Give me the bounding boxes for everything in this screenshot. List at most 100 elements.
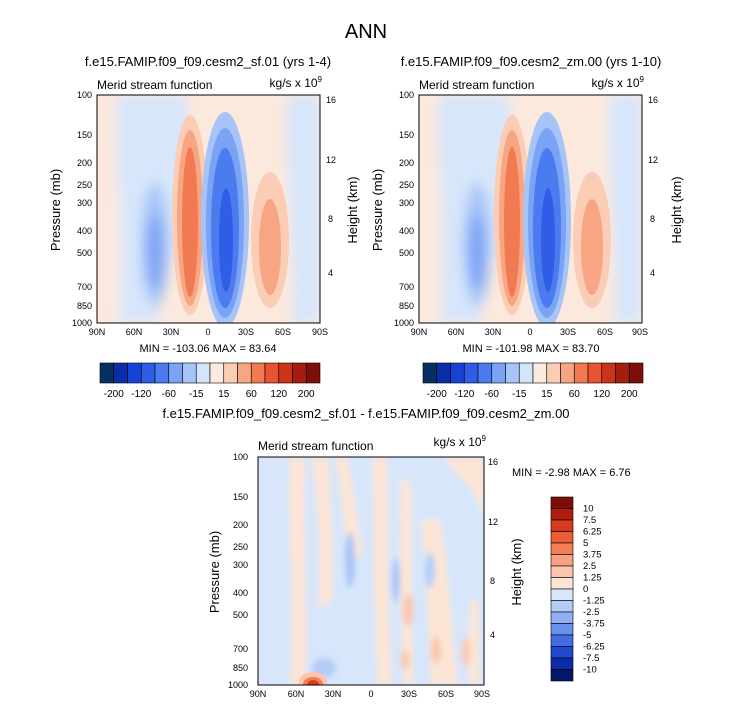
colorbar-c-swatch bbox=[550, 588, 574, 601]
colorbar-b-label: 15 bbox=[541, 389, 553, 400]
colorbar-a-swatch bbox=[168, 362, 183, 384]
colorbar-c-label: 1.25 bbox=[583, 573, 602, 584]
panel-a-cell-south bbox=[251, 172, 289, 308]
panel-b-xtick: 30S bbox=[560, 327, 576, 337]
colorbar-c-label: 0 bbox=[583, 584, 588, 595]
panel-c-y-ticks-right: 16 12 8 4 bbox=[488, 457, 498, 640]
panel-b-ylabel: Pressure (mb) bbox=[370, 169, 385, 251]
colorbar-c-swatch bbox=[550, 600, 574, 613]
panel-c-xtick: 90N bbox=[250, 689, 267, 699]
panel-a-ytick: 850 bbox=[77, 301, 92, 311]
panel-c-ylabel-right: Height (km) bbox=[509, 538, 524, 605]
colorbar-b-swatch bbox=[587, 362, 603, 384]
panel-b-ytick: 500 bbox=[399, 248, 414, 258]
panel-b-xtick: 60N bbox=[448, 327, 465, 337]
panel-b-frame bbox=[418, 94, 643, 324]
colorbar-b-label: -60 bbox=[485, 389, 500, 400]
panel-b-xtick: 30N bbox=[485, 327, 502, 337]
colorbar-a-swatch bbox=[223, 362, 238, 384]
colorbar-c-swatch bbox=[550, 634, 574, 647]
panel-b: f.e15.FAMIP.f09_f09.cesm2_zm.00 (yrs 1-1… bbox=[370, 54, 684, 355]
panel-a-x-ticks: 90N 60N 30N 0 30S 60S 90S bbox=[89, 327, 328, 337]
panel-b-ytick: 400 bbox=[399, 226, 414, 236]
panel-b-stats: MIN = -101.98 MAX = 83.70 bbox=[463, 343, 600, 355]
panel-b-ytick-right: 4 bbox=[650, 268, 655, 278]
panel-c-ytick: 700 bbox=[233, 644, 248, 654]
panel-c-y-ticks: 100 150 200 250 300 400 500 700 850 1000 bbox=[228, 452, 248, 690]
colorbar-c-label: 7.5 bbox=[583, 515, 596, 526]
panel-c-xtick: 90S bbox=[474, 689, 490, 699]
colorbar-c-label: -1.25 bbox=[583, 596, 605, 607]
colorbar-b-swatch bbox=[615, 362, 630, 384]
colorbar-a-swatch bbox=[99, 362, 115, 384]
colorbar-c-label: 5 bbox=[583, 538, 588, 549]
panel-a-ytick: 250 bbox=[77, 180, 92, 190]
colorbar-b-label: 200 bbox=[621, 389, 638, 400]
panel-b-xtick: 90N bbox=[411, 327, 428, 337]
colorbar-c-swatch bbox=[550, 623, 574, 636]
colorbar-c-label: -3.75 bbox=[583, 619, 605, 630]
panel-b-cell-south bbox=[573, 172, 611, 308]
panel-a-ytick-right: 8 bbox=[328, 214, 333, 224]
panel-b-xtick: 90S bbox=[632, 327, 648, 337]
colorbar-c-swatch bbox=[550, 554, 574, 567]
panel-b-field bbox=[419, 95, 642, 323]
panel-c-ytick: 850 bbox=[233, 663, 248, 673]
panel-a-stats: MIN = -103.06 MAX = 83.64 bbox=[140, 343, 277, 355]
colorbar-b-swatch bbox=[477, 362, 493, 384]
figure-title: ANN bbox=[345, 21, 387, 43]
colorbar-c-swatch bbox=[550, 542, 574, 555]
panel-a-xtick: 90N bbox=[89, 327, 106, 337]
colorbar-c-label: -6.25 bbox=[583, 642, 605, 653]
panel-c-ytick: 1000 bbox=[228, 680, 248, 690]
panel-b-xtick: 60S bbox=[597, 327, 613, 337]
panel-a-xtick: 30S bbox=[238, 327, 254, 337]
panel-b-ytick: 700 bbox=[399, 282, 414, 292]
colorbar-a-swatch bbox=[140, 362, 156, 384]
panel-a-ytick: 200 bbox=[77, 158, 92, 168]
panel-c-ytick-right: 16 bbox=[488, 457, 498, 467]
colorbar-c-swatch bbox=[550, 565, 574, 578]
panel-c-ytick: 400 bbox=[233, 588, 248, 598]
colorbar-b-swatch bbox=[450, 362, 465, 384]
colorbar-b-swatch bbox=[491, 362, 506, 384]
panel-a-y-ticks-right: 16 12 8 4 bbox=[326, 95, 336, 278]
panel-a-colorbar: -200 -120 -60 -15 15 60 120 200 bbox=[99, 362, 321, 400]
colorbar-b-swatch bbox=[628, 362, 644, 384]
colorbar-c-swatch bbox=[550, 508, 574, 521]
colorbar-a-swatch bbox=[250, 362, 266, 384]
colorbar-b-swatch bbox=[436, 362, 451, 384]
panel-b-ytick-right: 12 bbox=[648, 155, 658, 165]
panel-c: f.e15.FAMIP.f09_f09.cesm2_sf.01 - f.e15.… bbox=[162, 406, 630, 699]
colorbar-b-label: -200 bbox=[427, 389, 447, 400]
colorbar-b-swatch bbox=[601, 362, 616, 384]
colorbar-a-swatch bbox=[305, 362, 321, 384]
panel-b-cell-tropical bbox=[523, 112, 571, 323]
colorbar-b-swatch bbox=[546, 362, 561, 384]
panel-b-ytick: 850 bbox=[399, 301, 414, 311]
colorbar-c-swatch bbox=[550, 531, 574, 544]
panel-b-ytick-right: 8 bbox=[650, 214, 655, 224]
colorbar-b-swatch bbox=[463, 362, 479, 384]
panel-b-units: kg/s x 109 bbox=[592, 75, 645, 90]
panel-a-ytick: 1000 bbox=[72, 318, 92, 328]
colorbar-c-label: 6.25 bbox=[583, 527, 602, 538]
panel-a-ytick-right: 12 bbox=[326, 155, 336, 165]
colorbar-c-label: 10 bbox=[583, 504, 594, 515]
panel-a-ytick: 500 bbox=[77, 248, 92, 258]
panel-c-colorbar: 107.56.2553.752.51.250-1.25-2.5-3.75-5-6… bbox=[550, 496, 605, 682]
panel-a-ytick: 100 bbox=[77, 90, 92, 100]
panel-b-ytick-right: 16 bbox=[648, 95, 658, 105]
panel-b-ylabel-right: Height (km) bbox=[669, 176, 684, 243]
panel-a-title: f.e15.FAMIP.f09_f09.cesm2_sf.01 (yrs 1-4… bbox=[85, 54, 331, 69]
colorbar-a-swatch bbox=[182, 362, 197, 384]
panel-a-xtick: 60N bbox=[126, 327, 143, 337]
panel-c-surface-max bbox=[299, 672, 327, 685]
colorbar-a-label: -15 bbox=[189, 389, 204, 400]
colorbar-c-swatch bbox=[550, 577, 574, 590]
panel-a-cell-north bbox=[172, 115, 208, 315]
panel-a-ytick: 150 bbox=[77, 130, 92, 140]
panel-a-ytick-right: 4 bbox=[328, 268, 333, 278]
colorbar-a-label: 60 bbox=[246, 389, 258, 400]
panel-b-ytick: 150 bbox=[399, 130, 414, 140]
